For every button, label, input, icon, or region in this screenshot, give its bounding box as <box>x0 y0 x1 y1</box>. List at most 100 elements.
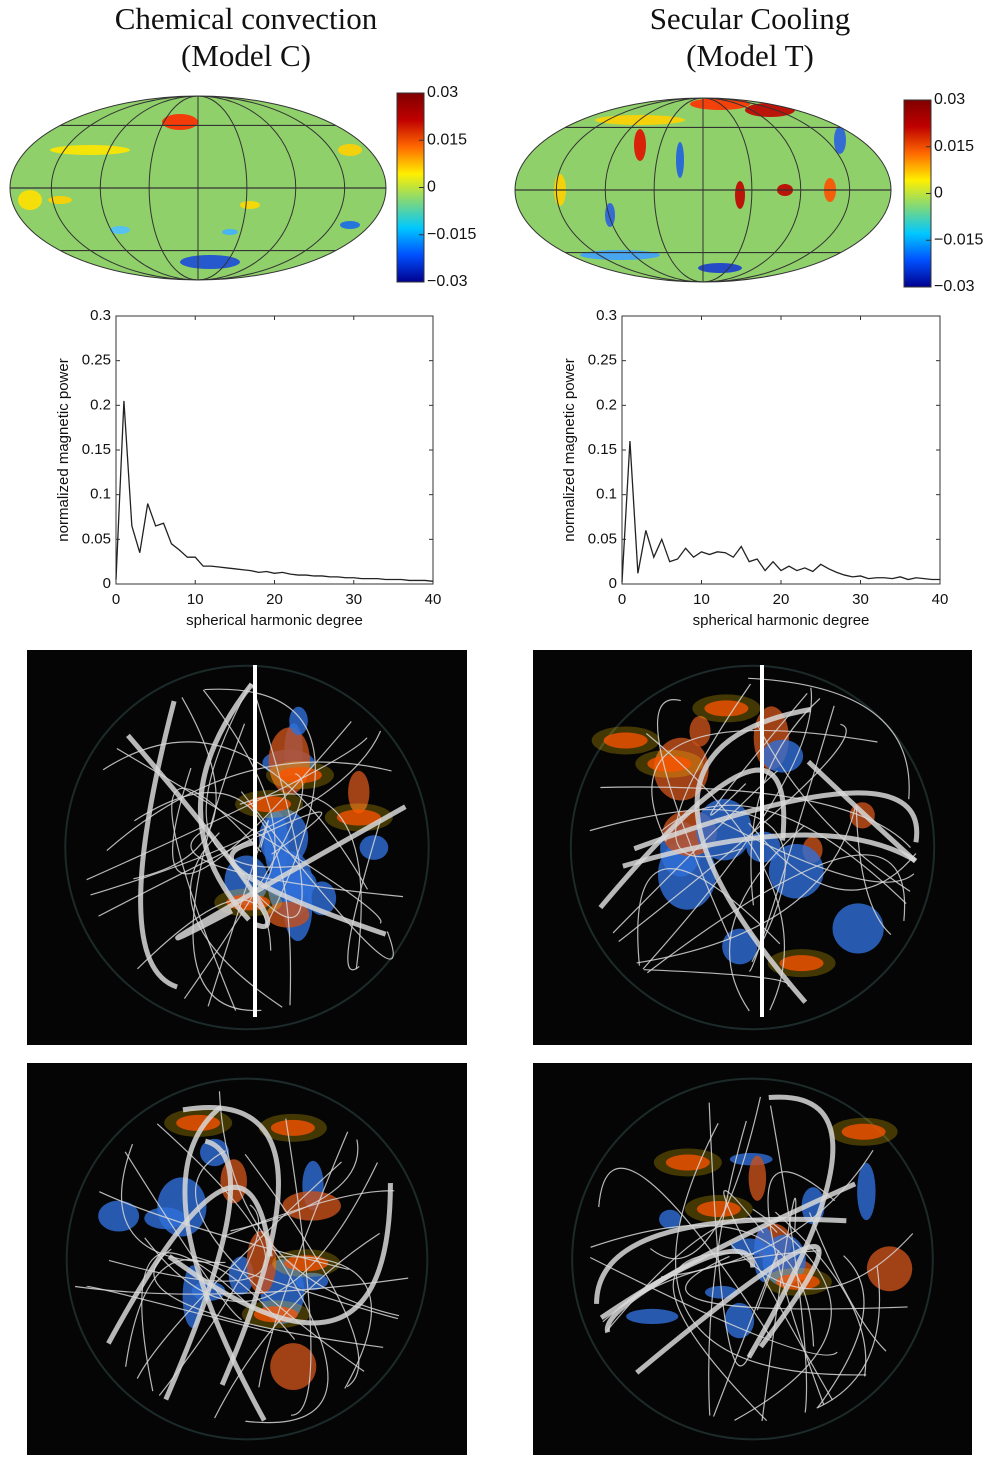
heat-halo <box>684 1195 753 1224</box>
heat-halo <box>692 694 761 723</box>
field-line <box>182 1105 267 1422</box>
field-line <box>237 683 303 919</box>
colorbar-tick-label: 0.015 <box>934 138 974 155</box>
field-line <box>144 1162 379 1303</box>
field-line <box>604 1181 857 1334</box>
axes-box <box>621 315 941 585</box>
field-feature <box>18 190 42 210</box>
flow-blob <box>98 1200 140 1232</box>
field-line <box>723 1190 834 1401</box>
field-feature <box>834 126 846 154</box>
flow-blob <box>724 1302 755 1339</box>
heat-halo <box>164 1108 233 1137</box>
y-axis-label: normalized magnetic power <box>55 358 72 541</box>
field-line <box>74 1277 409 1295</box>
x-tick-label: 30 <box>345 591 362 608</box>
field-line <box>612 770 778 934</box>
y-tick-label: 0.1 <box>90 486 111 503</box>
field-feature <box>180 255 240 269</box>
field-line <box>124 1151 242 1321</box>
field-line <box>712 1250 780 1417</box>
flow-blob <box>748 1155 767 1201</box>
colorbar-tick-label: −0.015 <box>427 226 476 243</box>
flow-blob <box>200 1138 230 1167</box>
x-tick-label: 0 <box>618 591 626 608</box>
core-sphere <box>64 664 430 1031</box>
field-line <box>714 818 915 883</box>
heat-patch <box>270 1119 315 1136</box>
field-line <box>153 1248 384 1348</box>
field-line <box>660 804 907 905</box>
field-line <box>285 1118 312 1416</box>
field-line <box>808 1212 887 1352</box>
field-line <box>589 808 786 963</box>
heat-patch <box>336 809 381 826</box>
field-line <box>195 1150 365 1372</box>
field-line <box>734 1208 832 1421</box>
field-line <box>685 1255 908 1310</box>
x-tick-label: 30 <box>852 591 869 608</box>
field-feature <box>580 250 660 260</box>
colorbar-tick-label: −0.03 <box>427 273 468 290</box>
field-line <box>598 1167 772 1339</box>
field-line <box>817 1255 865 1408</box>
core-sphere <box>65 1077 429 1441</box>
field-line <box>126 733 271 929</box>
field-line <box>202 689 276 889</box>
heat-patch <box>665 1154 710 1171</box>
field-line <box>633 790 920 852</box>
field-feature <box>222 229 238 235</box>
spectrum-line <box>115 400 434 582</box>
field-line <box>806 759 918 864</box>
field-line <box>86 737 368 881</box>
heat-patch <box>779 955 824 972</box>
colorbar-tick-label: 0 <box>427 179 436 196</box>
y-tick-label: 0.25 <box>82 352 111 369</box>
field-line <box>675 683 752 858</box>
y-tick-label: 0.2 <box>90 396 111 413</box>
field-line <box>171 787 262 1011</box>
map-outline <box>9 95 387 281</box>
panel-subtitle: (Model T) <box>686 38 814 73</box>
field-line <box>106 761 392 851</box>
field-feature <box>340 221 360 229</box>
field-line <box>746 1094 836 1359</box>
field-line <box>106 1184 273 1345</box>
y-tick-label: 0 <box>609 575 617 592</box>
field-feature <box>735 181 745 209</box>
heat-halo <box>829 1117 898 1146</box>
panel-title: Secular Cooling <box>650 1 851 36</box>
y-tick-label: 0.1 <box>596 486 617 503</box>
colorbar-tick-label: 0.03 <box>934 91 965 108</box>
x-tick-label: 10 <box>187 591 204 608</box>
field-line <box>708 1120 747 1416</box>
flow-blob <box>289 706 308 736</box>
field-line <box>239 793 362 970</box>
render-panel <box>27 650 467 1045</box>
field-line <box>108 1123 267 1282</box>
heat-halo <box>258 1113 327 1142</box>
flow-blob <box>270 1343 317 1391</box>
field-line <box>710 693 808 816</box>
field-feature <box>48 196 72 204</box>
x-tick-label: 40 <box>425 591 442 608</box>
field-line <box>229 840 387 937</box>
field-line <box>192 723 262 1012</box>
field-line <box>125 1259 296 1367</box>
field-line <box>158 1204 260 1396</box>
flow-blob <box>832 903 884 954</box>
flow-blob <box>659 1209 682 1229</box>
field-line <box>755 722 911 892</box>
panel-subtitle: (Model C) <box>181 38 311 73</box>
field-line <box>214 1232 381 1419</box>
spectrum-line <box>621 441 940 583</box>
field-line <box>244 1153 360 1388</box>
field-feature <box>634 129 646 161</box>
flow-blob <box>359 835 389 860</box>
field-line <box>767 1171 836 1405</box>
map <box>515 98 891 282</box>
field-feature <box>338 144 362 156</box>
heat-halo <box>653 1148 722 1177</box>
axes-box <box>115 315 434 585</box>
field-line <box>190 830 404 898</box>
